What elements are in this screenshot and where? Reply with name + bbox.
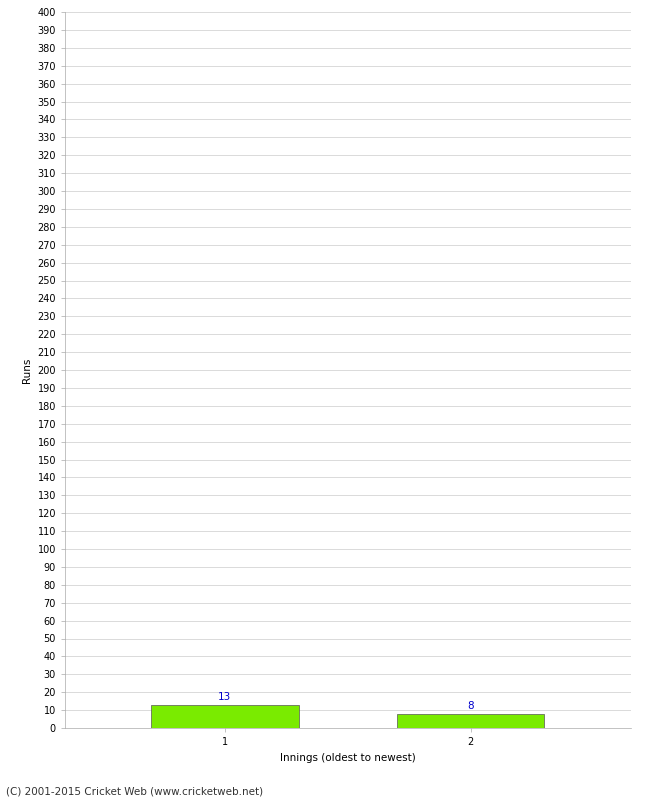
Text: 13: 13 [218,692,231,702]
Bar [397,714,545,728]
X-axis label: Innings (oldest to newest): Innings (oldest to newest) [280,753,415,762]
Bar [151,705,298,728]
Text: 8: 8 [467,701,474,711]
Text: (C) 2001-2015 Cricket Web (www.cricketweb.net): (C) 2001-2015 Cricket Web (www.cricketwe… [6,786,264,796]
Y-axis label: Runs: Runs [22,358,32,382]
